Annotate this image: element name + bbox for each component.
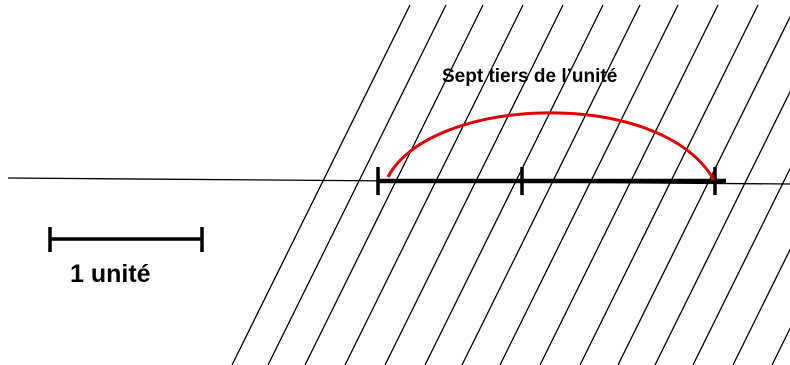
seven-thirds-arc <box>386 111 716 181</box>
parallel-construction-lines <box>231 4 790 365</box>
diagonal-line-6 <box>424 4 604 365</box>
diagonal-line-12 <box>654 90 790 365</box>
diagonal-line-15 <box>771 327 790 365</box>
diagonal-line-2 <box>267 4 447 365</box>
arc-label: Sept tiers de l’unité <box>442 66 617 87</box>
diagonal-line-3 <box>304 4 484 365</box>
unit-label: 1 unité <box>70 260 151 288</box>
diagonal-line-1 <box>231 4 411 365</box>
diagonal-line-11 <box>617 15 790 365</box>
diagonal-line-14 <box>732 248 790 365</box>
diagonal-line-9 <box>539 4 719 365</box>
diagonal-line-7 <box>461 4 641 365</box>
diagonal-line-4 <box>344 4 524 365</box>
diagonal-line-5 <box>384 4 564 365</box>
diagonal-line-10 <box>579 4 759 365</box>
diagonal-line-8 <box>499 4 679 365</box>
diagonal-line-13 <box>692 167 790 365</box>
